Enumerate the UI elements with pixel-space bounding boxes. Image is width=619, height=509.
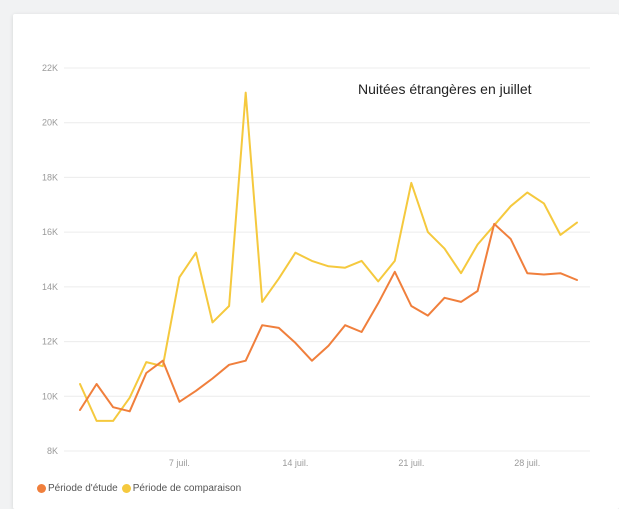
legend-item-comparison[interactable]: Période de comparaison — [121, 483, 242, 494]
x-tick-label: 7 juil. — [169, 458, 190, 468]
legend-dot-study — [37, 484, 46, 493]
legend: Période d'étude Période de comparaison — [37, 483, 245, 494]
grid-layer — [64, 67, 590, 452]
y-tick-label: 12K — [42, 337, 58, 347]
series-line-comparison — [79, 91, 578, 422]
series-line-study — [79, 222, 578, 413]
x-axis-labels: 7 juil. 14 juil. 21 juil. 28 juil. — [169, 458, 540, 468]
x-tick-label: 21 juil. — [398, 458, 424, 468]
chart-title: Nuitées étrangères en juillet — [358, 81, 532, 97]
x-tick-label: 28 juil. — [514, 458, 540, 468]
y-tick-label: 14K — [42, 282, 58, 292]
y-axis-labels: 8K 10K 12K 14K 16K 18K 20K 22K — [42, 63, 58, 456]
y-tick-label: 22K — [42, 63, 58, 73]
x-tick-label: 14 juil. — [282, 458, 308, 468]
legend-item-study[interactable]: Période d'étude — [37, 483, 118, 494]
legend-label-comparison: Période de comparaison — [132, 483, 242, 494]
y-tick-label: 18K — [42, 172, 58, 182]
series-layer — [79, 91, 578, 422]
y-tick-label: 16K — [42, 227, 58, 237]
chart-card: 8K 10K 12K 14K 16K 18K 20K 22K 7 juil. 14 juil. 2… — [13, 14, 619, 509]
y-tick-label: 8K — [47, 446, 58, 456]
legend-dot-comparison — [121, 484, 131, 493]
legend-label-study: Période d'étude — [48, 483, 118, 494]
y-tick-label: 20K — [42, 118, 58, 128]
y-tick-label: 10K — [42, 391, 58, 401]
